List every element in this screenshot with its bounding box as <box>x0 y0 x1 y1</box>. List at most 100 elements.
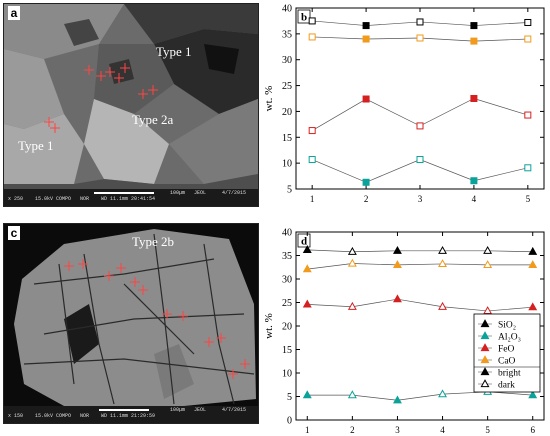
data-point-cao <box>524 35 532 43</box>
legend-label: SiO₂ <box>498 321 516 331</box>
series-line-feo <box>307 298 533 312</box>
micrograph-a-scale-label: 100µm <box>170 190 186 196</box>
y-tick-label: 10 <box>282 369 292 380</box>
legend-label: FeO <box>498 345 515 355</box>
y-tick-label: 5 <box>287 185 292 196</box>
data-point-feo <box>392 294 402 303</box>
x-tick-label: 4 <box>440 425 445 435</box>
x-tick-label: 1 <box>310 194 315 204</box>
data-point-sio2 <box>362 22 370 30</box>
annotation-type-2b: Type 2b <box>132 234 175 249</box>
y-axis-label: wt. % <box>263 86 275 112</box>
legend-label: dark <box>498 381 515 391</box>
data-point-al2o3 <box>302 390 312 399</box>
data-point-feo <box>528 302 538 311</box>
data-point-cao <box>392 260 402 268</box>
micrograph-a: a Type 1 Type 2a Type 1 x 250 15.0kV COM… <box>3 3 259 207</box>
data-point-sio2 <box>302 245 312 253</box>
panel-label-box <box>297 233 311 248</box>
data-point-cao <box>528 260 538 268</box>
data-point-feo <box>416 122 424 130</box>
series-line-cao <box>307 263 533 270</box>
x-tick-label: 3 <box>395 425 400 435</box>
annotation-type-2a: Type 2a <box>132 112 174 127</box>
data-point-al2o3 <box>416 156 424 164</box>
data-point-feo <box>347 301 357 310</box>
data-point-feo <box>302 299 312 308</box>
y-tick-label: 30 <box>282 55 292 66</box>
chart-b: b 5 10 15 20 25 30 35 40 1 2 3 4 5 wt. % <box>263 4 545 204</box>
legend-marker <box>480 343 490 352</box>
y-tick-label: 25 <box>282 81 292 92</box>
data-point-sio2 <box>483 245 493 254</box>
annotation-type-1-left: Type 1 <box>18 138 54 153</box>
data-point-al2o3 <box>470 177 478 185</box>
data-point-sio2 <box>347 246 357 255</box>
micrograph-c-date: 4/7/2015 <box>222 407 247 413</box>
data-point-cao <box>302 264 312 273</box>
panel-label-box <box>297 9 311 24</box>
data-point-cao <box>483 260 493 268</box>
panel-label: b <box>301 12 307 24</box>
data-point-feo <box>470 95 478 102</box>
y-tick-label: 35 <box>282 251 292 262</box>
y-tick-label: 25 <box>282 298 292 309</box>
y-axis-label: wt. % <box>263 313 275 339</box>
data-point-al2o3 <box>362 178 370 186</box>
data-point-cao <box>362 35 370 43</box>
micrograph-a-label: a <box>8 6 20 20</box>
annotation-type-1-top: Type 1 <box>156 44 192 59</box>
x-tick-label: 5 <box>526 194 531 204</box>
data-point-feo <box>524 111 532 119</box>
legend-marker <box>480 355 490 364</box>
data-point-feo <box>438 301 448 310</box>
legend-marker <box>480 379 490 388</box>
data-point-cao <box>347 258 357 267</box>
x-tick-label: 6 <box>530 425 535 435</box>
micrograph-c-brand: JEOL <box>194 407 207 413</box>
data-point-feo <box>483 306 493 315</box>
data-point-al2o3 <box>308 156 316 164</box>
data-point-feo <box>308 127 316 135</box>
micrograph-c-image <box>4 224 258 423</box>
y-tick-label: 10 <box>282 159 292 170</box>
data-point-al2o3 <box>347 390 357 399</box>
x-tick-label: 5 <box>485 425 490 435</box>
legend-label: Al₂O₃ <box>498 333 521 343</box>
data-point-al2o3 <box>438 389 448 398</box>
y-tick-label: 40 <box>282 228 292 239</box>
y-tick-label: 15 <box>282 133 292 144</box>
data-point-sio2 <box>528 246 538 255</box>
x-tick-label: 2 <box>350 425 355 435</box>
legend-label: bright <box>498 369 521 379</box>
chart-d: d 0 5 10 15 20 25 30 35 40 1 2 3 4 5 6 wt. % SiO₂ Al₂O₃ FeO… <box>263 228 545 435</box>
micrograph-a-image <box>4 4 258 206</box>
data-point-cao <box>308 33 316 41</box>
micrograph-c-scale-label: 100µm <box>170 407 186 413</box>
micrograph-a-brand: JEOL <box>194 190 207 196</box>
legend-marker <box>480 319 490 328</box>
x-tick-label: 1 <box>305 425 310 435</box>
data-point-al2o3 <box>392 395 402 404</box>
data-point-sio2 <box>308 17 316 25</box>
data-point-sio2 <box>470 22 478 30</box>
series-line-al2o3 <box>307 391 533 401</box>
legend-marker <box>480 331 490 340</box>
y-tick-label: 40 <box>282 4 292 15</box>
micrograph-c-footer: x 150 15.0kV COMPO NOR WD 11.1mm 21:29:5… <box>8 413 156 419</box>
panel-label: d <box>301 236 307 248</box>
x-tick-label: 2 <box>364 194 369 204</box>
micrograph-a-footer: x 250 15.0kV COMPO NOR WD 11.1mm 20:41:5… <box>8 196 156 202</box>
data-point-cao <box>438 259 448 268</box>
data-point-sio2 <box>524 18 532 26</box>
data-point-cao <box>470 37 478 45</box>
x-tick-label: 4 <box>472 194 477 204</box>
data-point-cao <box>416 34 424 42</box>
data-point-feo <box>362 95 370 103</box>
legend-label: CaO <box>498 357 516 367</box>
y-tick-label: 30 <box>282 275 292 286</box>
data-point-sio2 <box>416 18 424 26</box>
y-tick-label: 0 <box>287 416 292 427</box>
data-point-al2o3 <box>524 164 532 172</box>
y-tick-label: 20 <box>282 322 292 333</box>
